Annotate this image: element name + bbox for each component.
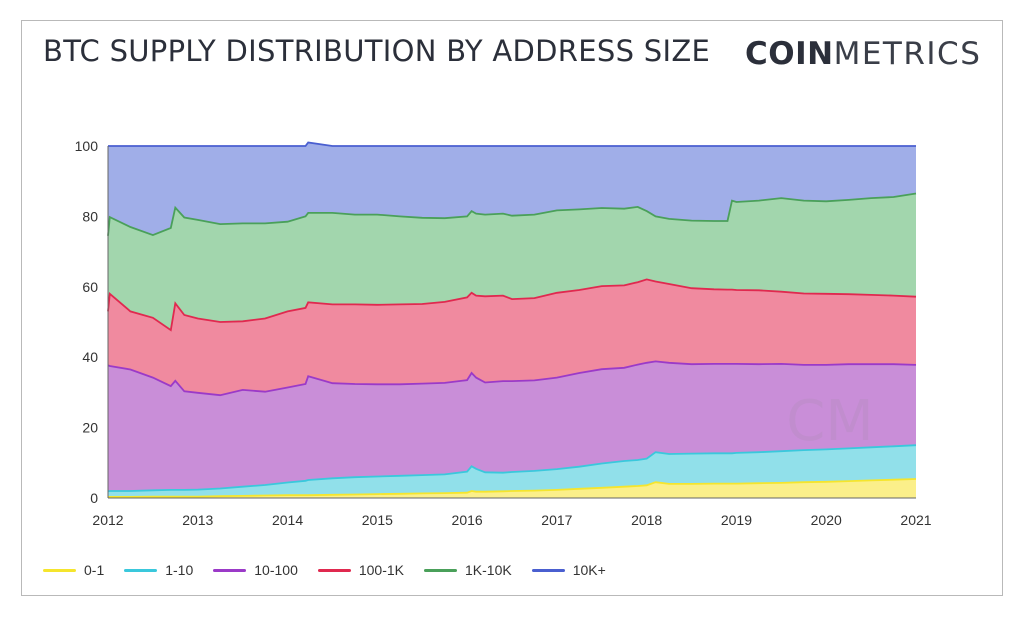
x-tick-labels: 2012 2013 2014 2015 2016 2017 2018 2019 2020 2021 xyxy=(92,512,931,528)
legend-label: 1K-10K xyxy=(465,562,512,578)
legend-swatch xyxy=(317,568,351,572)
y-tick-labels: 0 20 40 60 80 100 xyxy=(75,138,99,506)
legend-label: 10K+ xyxy=(572,562,606,578)
legend-label: 100-1K xyxy=(358,562,405,578)
series-line-10-100 xyxy=(107,360,917,397)
logo-bold-text: COIN xyxy=(745,36,834,72)
line-layer xyxy=(107,141,917,498)
logo-light-text: METRICS xyxy=(833,36,982,72)
y-tick-label: 60 xyxy=(82,279,98,295)
legend-label: 10-100 xyxy=(254,562,298,578)
area-1-10 xyxy=(108,445,916,497)
x-tick-label: 2014 xyxy=(272,512,303,528)
x-tick-label: 2020 xyxy=(811,512,842,528)
area-100-1k xyxy=(108,279,916,396)
legend-item-100-1k[interactable]: 100-1K xyxy=(317,562,405,578)
legend-item-10k+[interactable]: 10K+ xyxy=(531,562,606,578)
y-tick-label: 80 xyxy=(82,208,98,224)
series-line-0-1 xyxy=(108,478,917,498)
coinmetrics-logo: COINMETRICS xyxy=(745,36,981,72)
legend-swatch xyxy=(424,568,458,572)
legend-swatch xyxy=(531,568,565,572)
x-tick-label: 2012 xyxy=(92,512,123,528)
legend-swatch xyxy=(124,568,158,572)
legend-swatch xyxy=(213,568,247,572)
legend-item-1k-10k[interactable]: 1K-10K xyxy=(424,562,512,578)
series-line-1k-10k xyxy=(107,192,917,237)
y-tick-label: 40 xyxy=(82,349,98,365)
x-tick-label: 2016 xyxy=(452,512,483,528)
legend-swatch xyxy=(43,568,76,572)
chart-title: BTC SUPPLY DISTRIBUTION BY ADDRESS SIZE xyxy=(43,34,711,68)
area-10-100 xyxy=(108,361,916,492)
legend-label: 0-1 xyxy=(84,562,105,578)
series-line-10k+ xyxy=(108,141,916,147)
x-tick-label: 2013 xyxy=(182,512,213,528)
area-1k-10k xyxy=(108,193,916,331)
legend-item-10-100[interactable]: 10-100 xyxy=(213,562,298,578)
x-tick-label: 2021 xyxy=(900,512,931,528)
chart-legend: 0-1 1-10 10-100 100-1K 1K-10K 10K+ xyxy=(43,560,626,580)
y-tick-label: 20 xyxy=(82,420,98,436)
y-tick-label: 100 xyxy=(75,138,99,154)
series-line-100-1k xyxy=(107,278,917,332)
legend-item-1-10[interactable]: 1-10 xyxy=(124,562,193,578)
x-tick-label: 2018 xyxy=(631,512,662,528)
x-tick-label: 2019 xyxy=(721,512,752,528)
legend-item-0-1[interactable]: 0-1 xyxy=(43,562,104,578)
x-tick-label: 2015 xyxy=(362,512,393,528)
legend-label: 1-10 xyxy=(165,562,194,578)
x-tick-label: 2017 xyxy=(541,512,572,528)
watermark-logo: CM xyxy=(786,389,873,454)
series-line-1-10 xyxy=(107,444,917,493)
y-tick-label: 0 xyxy=(90,490,98,506)
